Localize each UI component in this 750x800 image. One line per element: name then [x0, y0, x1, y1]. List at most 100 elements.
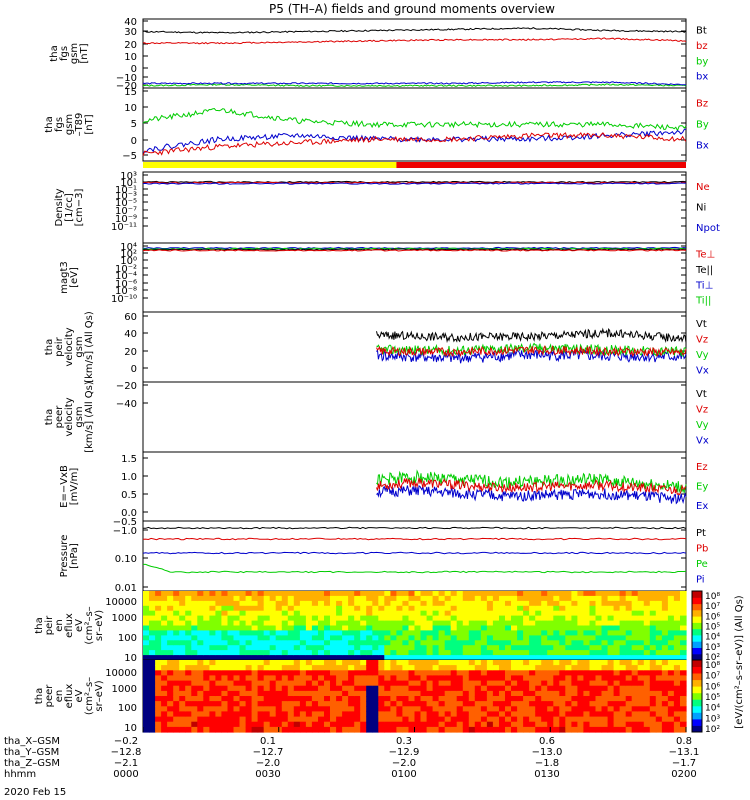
spectrogram-cell [541, 640, 548, 646]
spectrogram-cell [583, 625, 590, 631]
spectrogram-cell [571, 630, 578, 636]
spectrogram-cell [396, 660, 403, 666]
spectrogram-cell [179, 591, 186, 597]
spectrogram-cell [426, 595, 434, 602]
spectrogram-cell [245, 670, 253, 676]
tick-label: 20 [124, 347, 137, 358]
spectrogram-cell [680, 610, 687, 617]
spectrogram-cell [426, 701, 434, 707]
spectrogram-cell [667, 690, 675, 697]
spectrogram-cell [553, 726, 560, 733]
spectrogram-cell [643, 591, 651, 597]
legend-entry: Pt [696, 528, 706, 539]
spectrogram-cell [535, 610, 542, 617]
spectrogram-cell [221, 685, 228, 692]
spectrogram-cell [143, 630, 150, 636]
spectrogram-cell [155, 635, 162, 641]
spectrogram-cell [541, 630, 548, 636]
spectrogram-cell [396, 645, 403, 651]
spectrogram-cell [511, 665, 518, 671]
spectrogram-cell [432, 595, 440, 602]
spectrogram-cell [595, 706, 603, 712]
spectrogram-cell [396, 655, 403, 661]
spectrogram-cell [191, 591, 198, 597]
spectrogram-cell [281, 690, 289, 697]
spectrogram-cell [613, 645, 621, 651]
spectrogram-cell [143, 650, 150, 656]
spectrogram-cell [661, 716, 669, 723]
spectrogram-cell [390, 726, 397, 733]
spectrogram-cell [173, 625, 180, 631]
spectrogram-cell [535, 595, 542, 602]
spectrogram-cell [221, 680, 228, 687]
spectrogram-cell [517, 726, 524, 733]
spectrogram-cell [167, 605, 174, 612]
spectrogram-cell [649, 716, 657, 723]
spectrogram-cell [293, 620, 301, 627]
spectrogram-cell [281, 670, 289, 676]
spectrogram-cell [263, 670, 271, 676]
spectrogram-cell [245, 726, 253, 733]
spectrogram-cell [438, 605, 446, 612]
spectrogram-cell [492, 680, 500, 687]
spectrogram-cell [547, 680, 554, 687]
spectrogram-cell [541, 726, 548, 733]
spectrogram-cell [281, 605, 289, 612]
spectrogram-cell [390, 696, 397, 702]
spectrogram-cell [673, 726, 681, 733]
spectrogram-cell [293, 690, 301, 697]
spectrogram-cell [167, 706, 174, 712]
spectrogram-cell [191, 690, 198, 697]
spectrogram-cell [414, 721, 422, 728]
spectrogram-cell [565, 680, 572, 687]
spectrogram-cell [245, 591, 253, 597]
spectrogram-cell [408, 635, 416, 641]
spectrogram-cell [366, 696, 373, 702]
spectrogram-cell [601, 610, 609, 617]
legend-entry: Vy [696, 350, 709, 361]
spectrogram-cell [523, 640, 530, 646]
colorbar-tick: 10⁷ [705, 602, 720, 612]
spectrogram-cell [348, 665, 355, 671]
spectrogram-cell [523, 726, 530, 733]
spectrogram-cell [499, 620, 506, 627]
spectrogram-cell [499, 610, 506, 617]
spectrogram-cell [637, 615, 645, 622]
spectrogram-cell [541, 645, 548, 651]
spectrogram-cell [245, 615, 253, 622]
spectrogram-cell [559, 721, 566, 728]
legend-entry: Vz [696, 404, 708, 415]
spectrogram-cell [619, 690, 627, 697]
spectrogram-cell [655, 595, 663, 602]
spectrogram-cell [161, 680, 168, 687]
spectrogram-cell [450, 675, 458, 682]
spectrogram-cell [667, 640, 675, 646]
spectrogram-cell [402, 625, 409, 631]
spectrogram-cell [535, 650, 542, 656]
spectrogram-cell [305, 696, 313, 702]
spectrogram-cell [589, 696, 597, 702]
spectrogram-cell [390, 655, 397, 661]
spectrogram-cell [318, 690, 325, 697]
spectrogram-cell [197, 591, 204, 597]
spectrogram-cell [372, 591, 379, 597]
spectrogram-cell [251, 680, 259, 687]
spectrogram-cell [287, 711, 295, 718]
spectrogram-cell [625, 630, 633, 636]
spectrogram-cell [281, 696, 289, 702]
spectrogram-cell [233, 680, 241, 687]
spectrogram-cell [673, 610, 681, 617]
spectrogram-cell [426, 591, 434, 597]
spectrogram-cell [505, 660, 512, 666]
spectrogram-cell [185, 620, 192, 627]
spectrogram-cell [348, 660, 355, 666]
spectrogram-cell [426, 630, 434, 636]
spectrogram-cell [318, 660, 325, 666]
spectrogram-cell [179, 615, 186, 622]
spectrogram-cell [330, 600, 337, 607]
spectrogram-cell [571, 721, 578, 728]
spectrogram-cell [245, 721, 253, 728]
spectrogram-cell [305, 690, 313, 697]
spectrogram-cell [589, 721, 597, 728]
spectrogram-cell [233, 711, 241, 718]
